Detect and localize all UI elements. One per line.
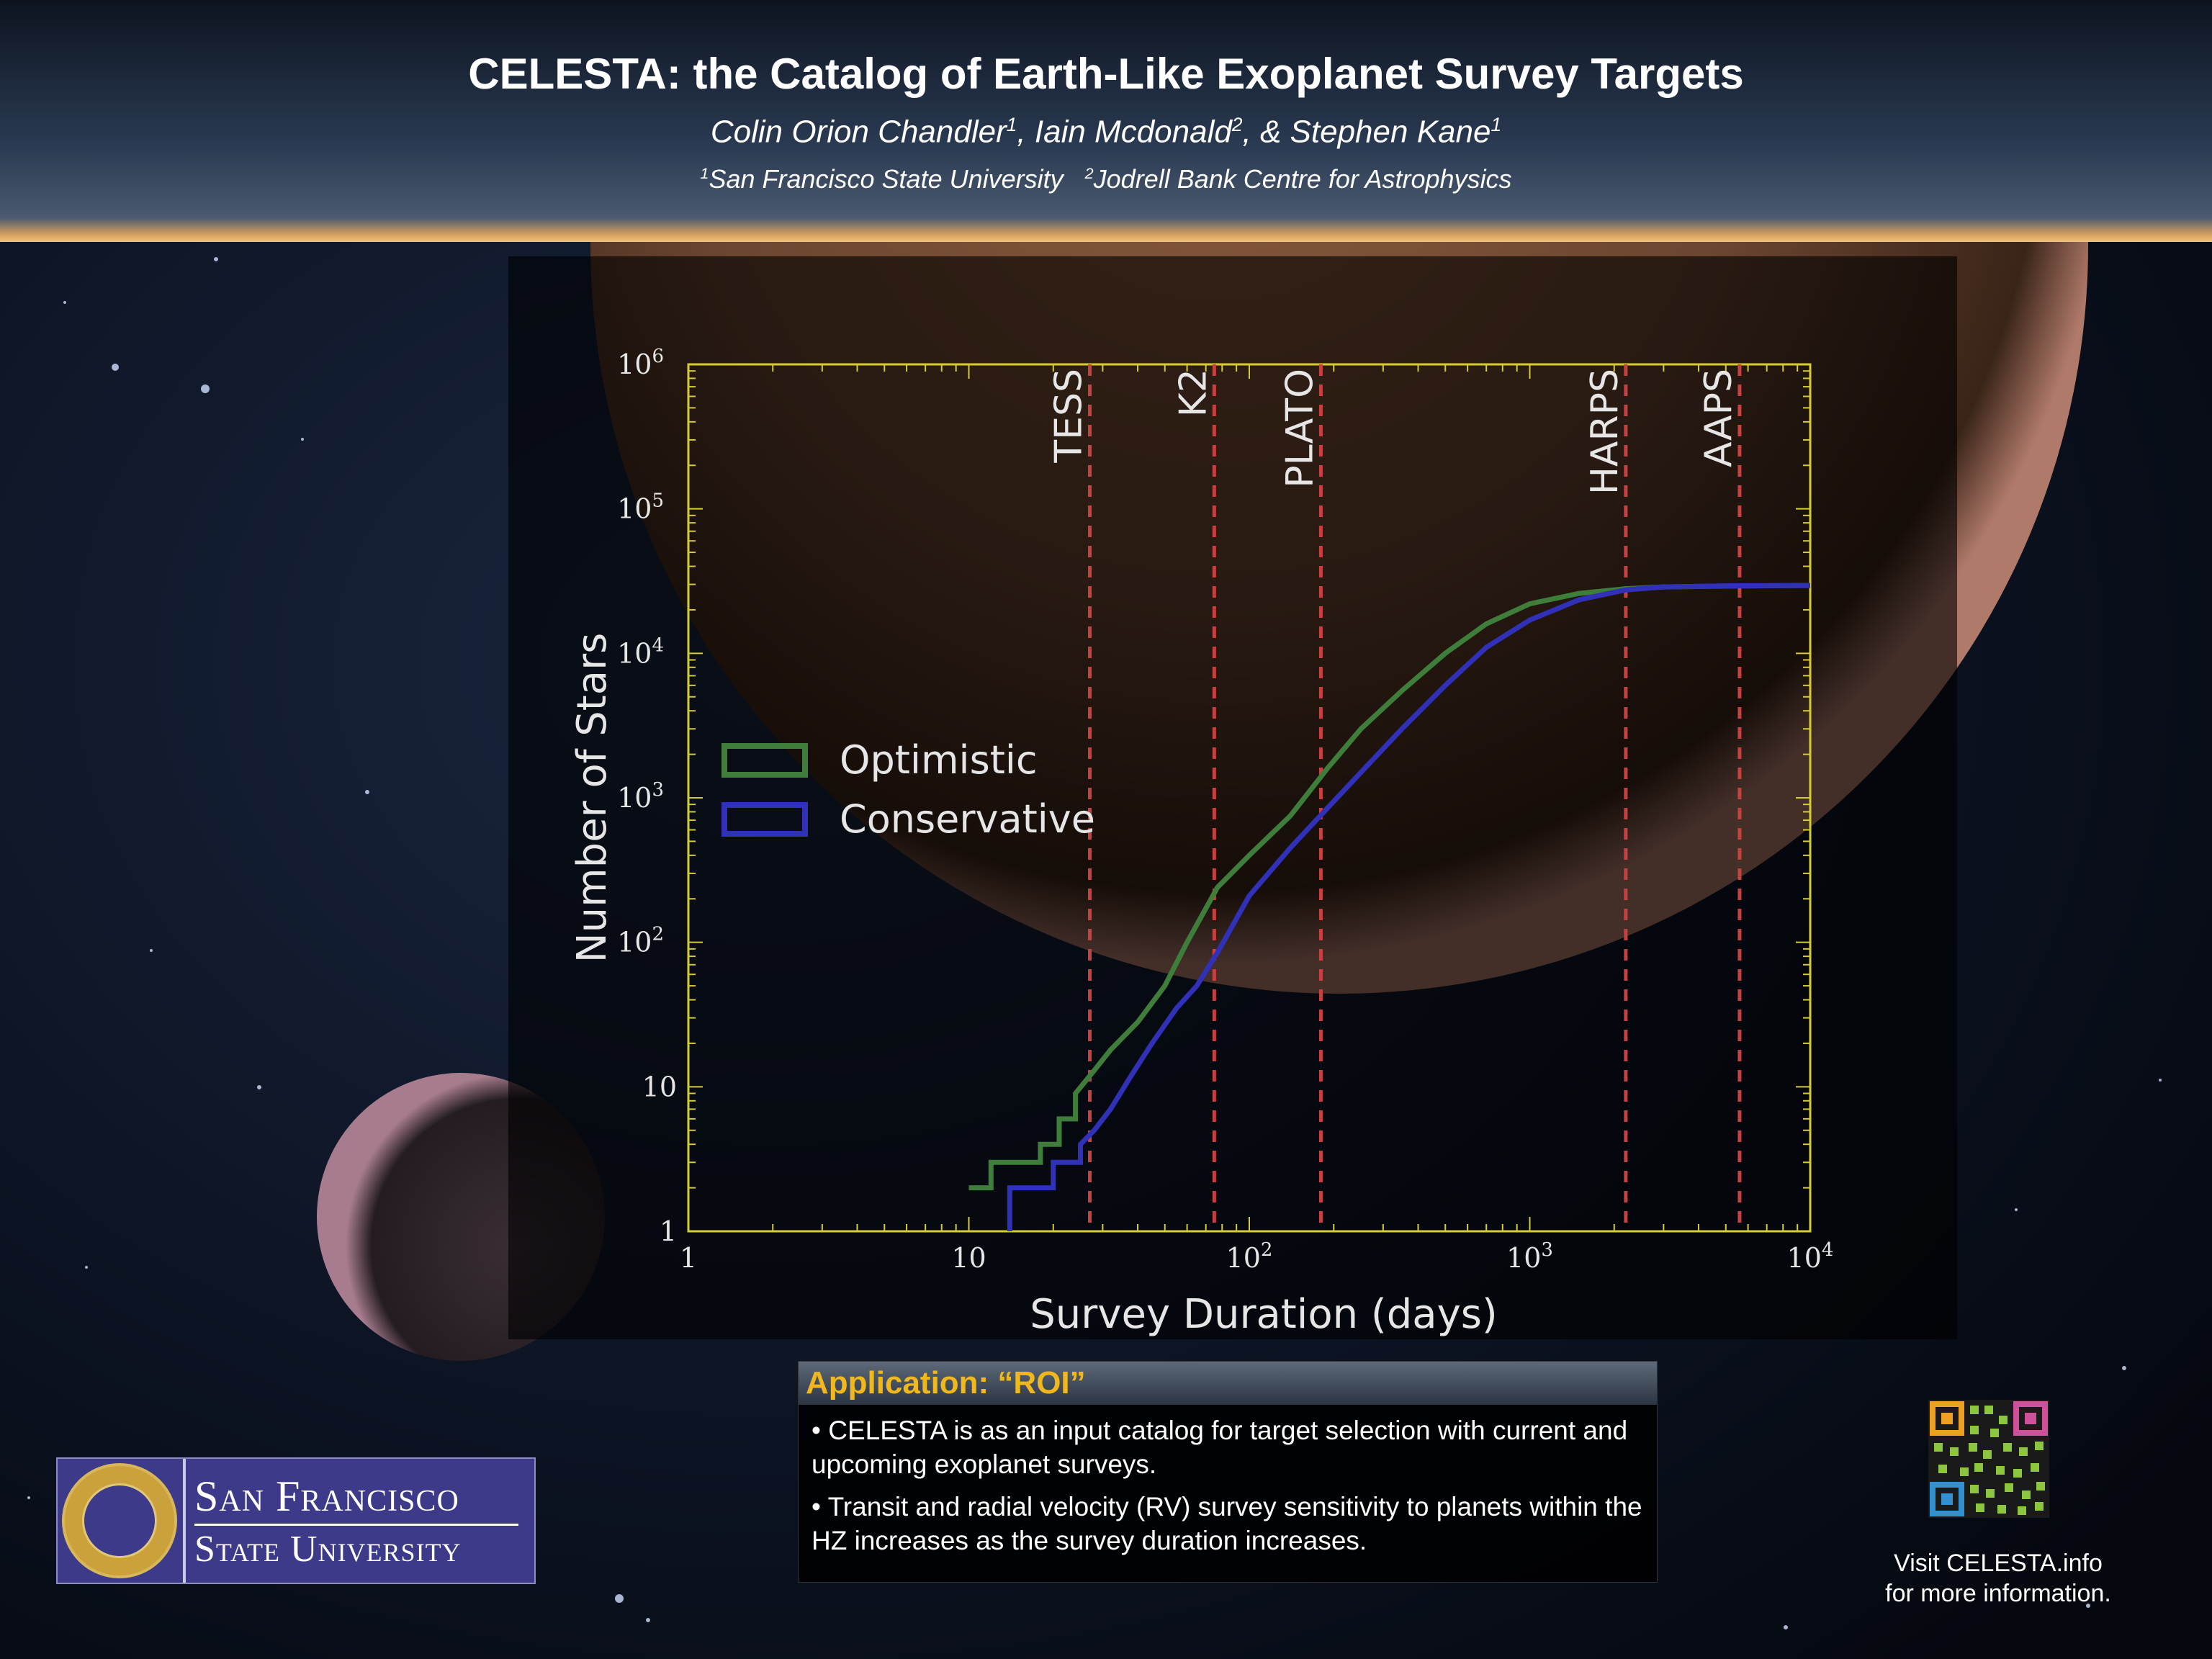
author-1: Colin Orion Chandler <box>710 114 1007 150</box>
affil-2-number: 2 <box>1084 164 1094 182</box>
author-list: Colin Orion Chandler1, Iain Mcdonald2, &… <box>0 114 2212 150</box>
x-tick-label: 104 <box>1787 1239 1834 1274</box>
y-tick-label: 1 <box>660 1215 677 1247</box>
series-line-conservative <box>1007 583 1811 1231</box>
sfsu-logo: San Francisco State University <box>56 1457 536 1584</box>
application-box: Application: “ROI” • CELESTA is as an in… <box>798 1361 1658 1583</box>
chart-panel: 1 10 102 103 104 1 10 102 103 104 105 106 TESS K2 PLAT… <box>508 256 1957 1339</box>
x-tick-label: 103 <box>1506 1239 1553 1274</box>
qr-code-icon[interactable] <box>1928 1400 2049 1518</box>
x-tick-label: 10 <box>951 1242 986 1274</box>
survey-label-k2: K2 <box>1172 369 1215 417</box>
series-line-optimistic <box>968 583 1811 1191</box>
legend-label-optimistic: Optimistic <box>840 737 1038 783</box>
y-tick-label: 103 <box>617 779 664 814</box>
application-heading: Application: “ROI” <box>799 1362 1657 1405</box>
application-bullet-2: • Transit and radial velocity (RV) surve… <box>811 1492 1642 1555</box>
application-bullet-1: • CELESTA is as an input catalog for tar… <box>811 1416 1628 1479</box>
author-1-affil: 1 <box>1006 114 1017 135</box>
affil-2: Jodrell Bank Centre for Astrophysics <box>1093 164 1512 194</box>
y-tick-label: 10 <box>642 1071 677 1102</box>
logo-name-line1: San Francisco <box>194 1473 459 1520</box>
visit-line-1: Visit CELESTA.info <box>1894 1550 2103 1577</box>
survey-label-aaps: AAPS <box>1697 369 1740 467</box>
logo-name-line2: State University <box>194 1529 462 1570</box>
legend-label-conservative: Conservative <box>840 796 1095 842</box>
author-3: , & Stephen Kane <box>1242 114 1491 150</box>
university-seal <box>62 1463 177 1578</box>
x-axis-label: Survey Duration (days) <box>1030 1291 1498 1338</box>
application-text: • CELESTA is as an input catalog for tar… <box>799 1405 1657 1557</box>
author-3-affil: 1 <box>1491 114 1502 135</box>
survey-label-tess: TESS <box>1048 369 1091 464</box>
y-tick-label: 106 <box>617 346 664 380</box>
affil-1-number: 1 <box>700 164 709 182</box>
author-2-affil: 2 <box>1231 114 1243 135</box>
author-2: , Iain Mcdonald <box>1017 114 1232 150</box>
y-tick-label: 102 <box>617 924 664 958</box>
affiliations: 1San Francisco State University 2Jodrell… <box>0 164 2212 194</box>
y-tick-label: 105 <box>617 490 664 525</box>
survey-duration-chart: 1 10 102 103 104 1 10 102 103 104 105 106 TESS K2 PLAT… <box>569 346 1834 1338</box>
visit-line-2: for more information. <box>1885 1580 2111 1607</box>
legend-swatch-optimistic <box>721 743 808 778</box>
survey-label-plato: PLATO <box>1278 369 1321 488</box>
header-banner: CELESTA: the Catalog of Earth-Like Exopl… <box>0 0 2212 242</box>
legend-swatch-conservative <box>721 802 808 837</box>
y-axis-label: Number of Stars <box>569 633 616 963</box>
affil-1: San Francisco State University <box>709 164 1064 194</box>
survey-label-harps: HARPS <box>1583 369 1627 495</box>
y-tick-label: 104 <box>617 634 664 669</box>
visit-note: Visit CELESTA.info for more information. <box>1858 1548 2139 1609</box>
poster-title: CELESTA: the Catalog of Earth-Like Exopl… <box>468 50 1744 98</box>
x-tick-label: 102 <box>1226 1239 1273 1274</box>
x-tick-label: 1 <box>680 1242 697 1274</box>
